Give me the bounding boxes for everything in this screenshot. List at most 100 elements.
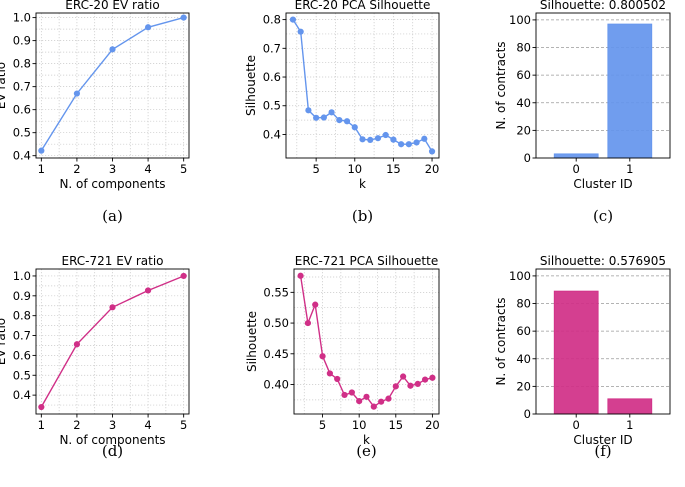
panel-a: ERC-20 EV ratio 1 2 3 4 5 0.4 0.5 0.6 0.7 0.8 0.9 1.… (0, 0, 190, 225)
data-point (359, 136, 366, 143)
x-tick-label: 5 (180, 418, 187, 432)
x-tick-label: 2 (73, 418, 80, 432)
data-point (334, 375, 341, 383)
data-point (367, 136, 374, 144)
plot-frame (293, 268, 440, 415)
y-tick-label: 0.45 (263, 347, 289, 361)
data-point (413, 139, 420, 146)
y-tick-label: 0.5 (263, 99, 281, 113)
y-tick-label: 0.7 (13, 329, 31, 343)
y-tick-label: 0.9 (13, 289, 31, 303)
y-tick-label: 80 (516, 41, 531, 55)
gridlines (36, 269, 189, 414)
y-tick-label: 0.4 (13, 149, 31, 163)
panel-title: ERC-721 PCA Silhouette (295, 254, 438, 268)
x-axis-label: k (363, 433, 370, 447)
y-tick-label: 0.40 (263, 378, 289, 392)
y-tick-label: 0 (524, 151, 531, 165)
data-point (320, 114, 327, 121)
data-point (348, 389, 355, 396)
data-point (378, 398, 385, 405)
panel-caption: (c) (593, 207, 613, 225)
data-point (385, 395, 392, 402)
y-tick-label: 0 (524, 407, 531, 421)
data-point (109, 304, 116, 311)
data-point (297, 272, 304, 279)
plot-frame (35, 268, 190, 415)
y-axis-label: N. of contracts (494, 297, 508, 385)
y-tick-label: 0.7 (263, 41, 281, 55)
data-point (144, 24, 152, 31)
data-point (429, 374, 436, 381)
data-point (109, 46, 116, 53)
y-tick-label: 40 (516, 352, 531, 366)
data-point (405, 141, 412, 148)
y-tick-label: 40 (516, 96, 531, 110)
panel-d: ERC-721 EV ratio 1 2 3 4 5 0.4 0.5 0.6 0.7 0.8 0.9 1… (0, 254, 190, 460)
x-tick-label: 4 (144, 418, 151, 432)
data-point (313, 114, 320, 121)
data-point (356, 397, 363, 405)
data-point (398, 141, 405, 148)
y-tick-label: 0.9 (13, 34, 31, 48)
y-tick-label: 1.0 (13, 269, 31, 283)
gridlines (36, 13, 189, 158)
x-tick-label: 3 (109, 418, 116, 432)
bar (553, 153, 599, 159)
data-point (38, 403, 45, 411)
y-tick-label: 0.50 (263, 316, 289, 330)
x-tick-label: 1 (626, 162, 633, 176)
y-tick-label: 0.6 (13, 103, 31, 117)
x-tick-label: 1 (38, 162, 45, 176)
plot-frame (35, 12, 190, 159)
x-tick-label: 0 (573, 162, 580, 176)
x-tick-label: 5 (319, 418, 326, 432)
x-tick-label: 10 (347, 162, 362, 176)
y-tick-label: 20 (516, 123, 531, 137)
data-point (73, 90, 81, 97)
data-point (414, 380, 421, 387)
y-tick-label: 80 (516, 297, 531, 311)
y-tick-label: 100 (509, 269, 531, 283)
panel-title: ERC-20 EV ratio (65, 0, 159, 12)
x-axis-label: Cluster ID (573, 177, 632, 191)
y-tick-label: 0.8 (13, 57, 31, 71)
data-point (328, 109, 335, 116)
data-point (363, 393, 370, 400)
y-tick-label: 0.5 (13, 126, 31, 140)
y-tick-label: 0.6 (263, 70, 281, 84)
data-point (289, 16, 297, 23)
data-point (374, 135, 382, 142)
x-tick-label: 3 (109, 162, 116, 176)
data-point (341, 391, 348, 399)
panel-title: ERC-20 PCA Silhouette (295, 0, 431, 12)
y-axis-label: EV ratio (0, 62, 8, 109)
data-point (38, 147, 45, 154)
data-point (392, 383, 399, 390)
bar (607, 398, 653, 415)
y-tick-label: 0.8 (13, 309, 31, 323)
data-point (351, 124, 358, 131)
data-point (428, 148, 436, 155)
x-axis-label: N. of components (59, 433, 165, 447)
data-point (180, 14, 187, 21)
panel-caption: (a) (102, 207, 123, 225)
panel-b: ERC-20 PCA Silhouette 5 10 15 20 0.4 0.5 0.6 0.7… (244, 0, 440, 225)
plot-frame (535, 12, 671, 159)
plot-frame (535, 268, 671, 415)
x-tick-label: 1 (38, 418, 45, 432)
x-tick-label: 10 (352, 418, 367, 432)
gridlines (294, 269, 439, 414)
y-tick-label: 0.8 (263, 13, 281, 27)
x-axis-label: k (359, 177, 366, 191)
x-axis-label: Cluster ID (573, 433, 632, 447)
y-tick-label: 100 (509, 13, 531, 27)
y-tick-label: 60 (516, 68, 531, 82)
data-point (400, 373, 407, 380)
data-point (326, 370, 333, 377)
x-tick-label: 15 (388, 418, 403, 432)
data-point (421, 376, 429, 383)
data-point (144, 287, 152, 294)
